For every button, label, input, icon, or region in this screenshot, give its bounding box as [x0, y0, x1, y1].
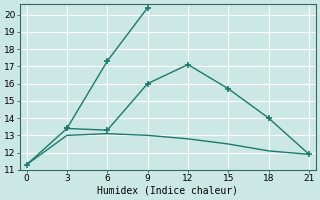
X-axis label: Humidex (Indice chaleur): Humidex (Indice chaleur)	[97, 186, 238, 196]
